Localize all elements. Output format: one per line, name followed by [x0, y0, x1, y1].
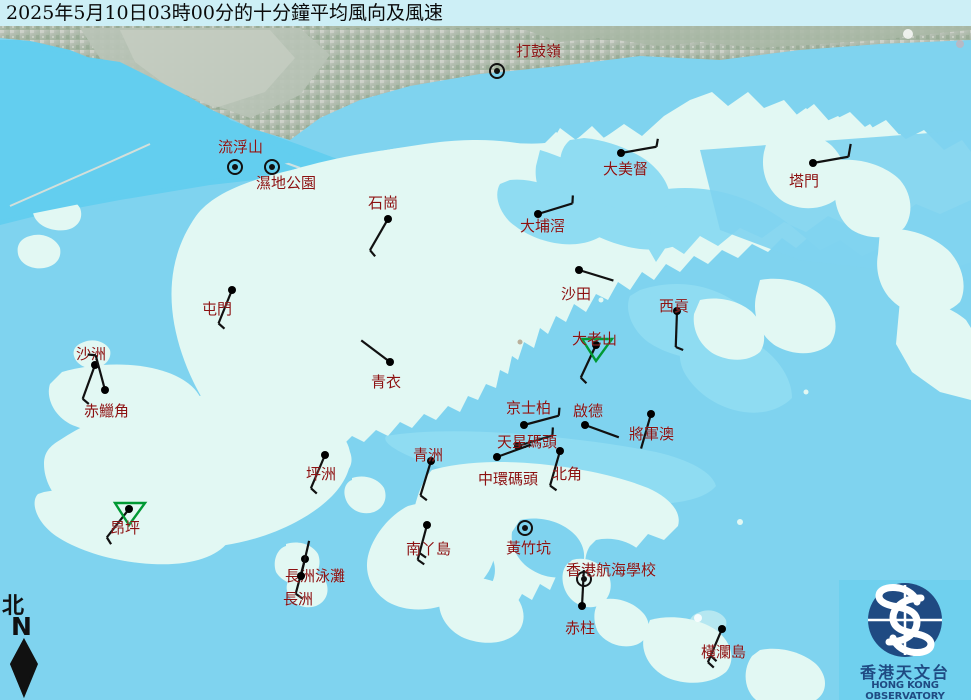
wind-barb-icon [578, 268, 614, 282]
station-label: 石崗 [368, 194, 399, 212]
station-dot-icon [101, 386, 109, 394]
station-label: 屯門 [202, 300, 233, 318]
compass-label-cn: 北 [2, 593, 25, 619]
station-label: 濕地公園 [256, 174, 317, 192]
station-label: 大老山 [572, 330, 618, 348]
wind-barb-icon [523, 407, 561, 427]
calm-marker-icon [489, 63, 505, 79]
station-label: 南丫島 [406, 540, 452, 558]
compass-label-en: N [11, 612, 32, 641]
wind-barb-icon [416, 524, 429, 566]
station-label: 大埔滘 [520, 217, 566, 235]
hko-emblem-icon [868, 583, 942, 657]
station-label: 青衣 [371, 373, 402, 391]
station-dot-icon [617, 149, 625, 157]
station-label: 赤鱲角 [84, 402, 130, 420]
wind-barb-icon [584, 423, 620, 439]
wind-barb-icon [496, 443, 532, 459]
station-label: 赤柱 [565, 619, 596, 637]
wind-barb-icon [419, 460, 433, 502]
page-title: 2025年5月10日03時00分的十分鐘平均風向及風速 [6, 2, 443, 24]
station-dot-icon [520, 421, 528, 429]
hko-name-en: HONG KONG OBSERVATORY [865, 680, 945, 700]
station-label: 塔門 [789, 172, 820, 190]
station-dot-icon [493, 453, 501, 461]
wind-barb-icon [537, 195, 574, 216]
station-label: 長洲 [283, 590, 314, 608]
wind-barb-icon [706, 628, 724, 669]
station-dot-icon [427, 457, 435, 465]
north-arrow-icon [10, 638, 38, 698]
wind-barb-icon [360, 339, 391, 363]
station-dot-icon [534, 210, 542, 218]
title-band [0, 0, 971, 26]
wind-barb-icon [517, 427, 554, 448]
station-label: 中環碼頭 [478, 470, 539, 488]
station-label: 北角 [552, 465, 583, 483]
calm-marker-icon [517, 520, 533, 536]
station-dot-icon [386, 358, 394, 366]
station-dot-icon [581, 421, 589, 429]
station-dot-icon [321, 451, 329, 459]
wind-barb-icon [87, 353, 107, 391]
station-dot-icon [423, 521, 431, 529]
wind-barb-icon [549, 450, 562, 492]
station-dot-icon [297, 572, 305, 580]
wind-barb-icon [309, 454, 327, 495]
wind-barb-icon [812, 143, 852, 165]
station-dot-icon [125, 505, 133, 513]
station-label: 大美督 [603, 160, 649, 178]
station-dot-icon [384, 215, 392, 223]
station-label: 打鼓嶺 [516, 42, 562, 60]
wind-barb-icon [105, 501, 148, 545]
station-label: 橫瀾島 [701, 643, 747, 661]
wind-barb-icon [640, 413, 653, 449]
station-label: 坪洲 [306, 465, 337, 483]
station-label: 青洲 [413, 446, 444, 464]
wind-barb-icon [369, 218, 389, 258]
compass-rose: 北 N [2, 588, 62, 700]
station-dot-icon [578, 602, 586, 610]
station-dot-icon [673, 307, 681, 315]
station-dot-icon [556, 447, 564, 455]
wind-barb-icon [580, 569, 585, 607]
station-label: 昂坪 [110, 519, 141, 537]
station-label: 西貢 [659, 297, 690, 315]
station-label: 流浮山 [218, 138, 264, 156]
calm-marker-icon [227, 159, 243, 175]
station-label: 京士柏 [506, 399, 552, 417]
station-label: 天星碼頭 [497, 433, 558, 451]
wind-barb-icon [674, 310, 684, 351]
wind-barb-icon [579, 337, 615, 385]
station-dot-icon [647, 410, 655, 418]
station-dot-icon [809, 159, 817, 167]
station-dot-icon [718, 625, 726, 633]
station-label: 沙田 [561, 285, 592, 303]
station-dot-icon [575, 266, 583, 274]
wind-barb-icon [81, 364, 97, 405]
station-dot-icon [228, 286, 236, 294]
station-label: 香港航海學校 [566, 561, 657, 579]
station-label: 將軍澳 [629, 425, 675, 443]
wind-barb-icon [620, 138, 659, 155]
calm-marker-icon [264, 159, 280, 175]
station-dot-icon [514, 442, 522, 450]
wind-barb-icon [299, 540, 311, 577]
station-dot-icon [91, 361, 99, 369]
station-label: 啟德 [573, 402, 604, 420]
hko-name-cn: 香港天文台 [859, 663, 950, 682]
hko-logo: 香港天文台 HONG KONG OBSERVATORY [839, 580, 971, 700]
station-label: 黃竹坑 [506, 539, 552, 557]
wind-barb-icon [217, 289, 234, 330]
station-dot-icon [592, 341, 600, 349]
